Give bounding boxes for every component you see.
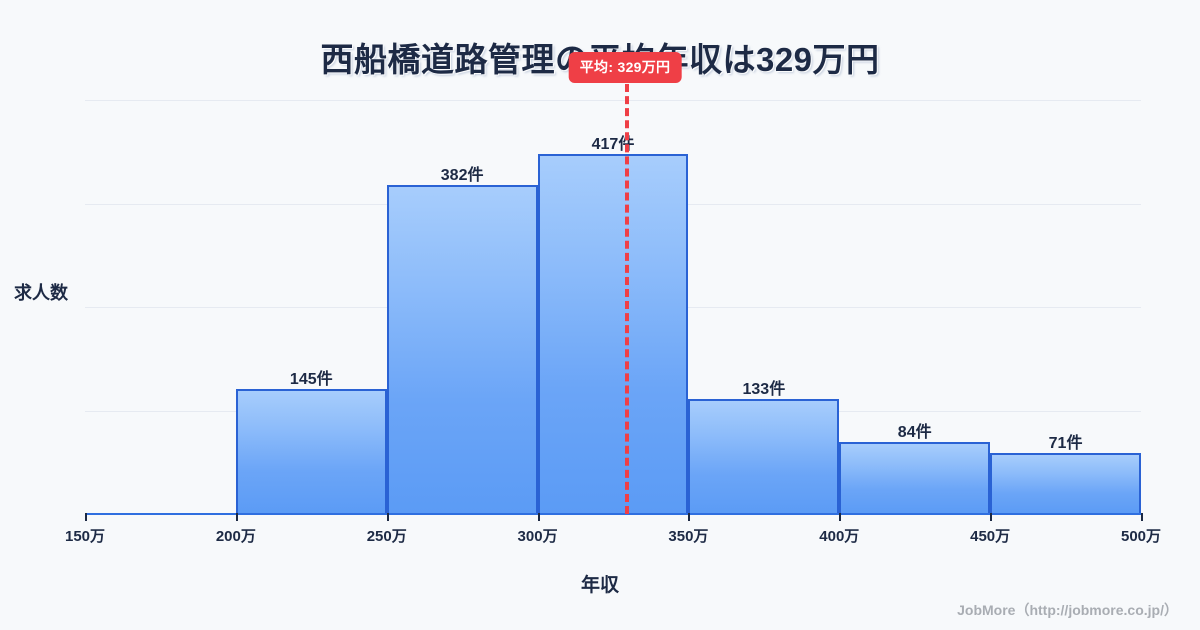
x-axis-tick-mark (235, 513, 238, 521)
histogram-bar[interactable]: 417件 (537, 136, 689, 514)
histogram-bar[interactable]: 382件 (386, 167, 538, 514)
x-axis-tick-label: 500万 (1120, 528, 1162, 545)
average-vline (625, 72, 630, 514)
bar-value-label: 84件 (897, 423, 932, 441)
histogram-bar[interactable]: 84件 (839, 424, 991, 514)
y-axis-title: 求人数 (14, 283, 68, 303)
plot-area: 145件 382件 417件 133件 84件 71件 平均: 329万円 (85, 52, 1141, 515)
x-axis-tick-mark (990, 513, 993, 521)
x-axis-tick-mark (537, 513, 540, 521)
x-axis-tick-mark (386, 513, 389, 521)
x-axis-tick-label: 450万 (970, 528, 1011, 545)
x-axis-tick-label: 200万 (215, 528, 256, 545)
x-axis-tick-label: 250万 (366, 528, 407, 545)
histogram-bar[interactable]: 71件 (990, 435, 1141, 514)
bar-value-label: 382件 (440, 166, 484, 184)
x-axis-tick-label: 400万 (819, 528, 860, 545)
average-badge: 平均: 329万円 (568, 52, 682, 83)
bar-value-label: 417件 (591, 136, 635, 154)
bar-value-label: 71件 (1048, 434, 1083, 452)
histogram-bar[interactable]: 145件 (235, 371, 387, 514)
bar-value-label: 133件 (742, 381, 786, 399)
x-axis-tick-mark (839, 513, 842, 521)
x-axis-tick-mark (85, 513, 87, 521)
x-axis-line (85, 513, 1141, 515)
x-axis-tick-label: 150万 (64, 528, 106, 545)
x-axis-tick-mark (688, 513, 691, 521)
x-axis-tick-label: 350万 (668, 528, 709, 545)
x-axis-tick-mark (1141, 513, 1143, 521)
x-axis-ticks: 150万 200万 250万 300万 350万 400万 450万 500万 (65, 513, 1161, 553)
footer-credit: JobMore（http://jobmore.co.jp/） (957, 602, 1178, 618)
bars-layer: 145件 382件 417件 133件 84件 71件 平均: 329万円 (85, 52, 1141, 514)
x-axis-title: 年収 (580, 575, 619, 596)
bar-value-label: 145件 (289, 370, 333, 388)
x-axis-tick-label: 300万 (517, 528, 558, 545)
gridline (85, 100, 1141, 101)
histogram-bar[interactable]: 133件 (688, 381, 840, 514)
